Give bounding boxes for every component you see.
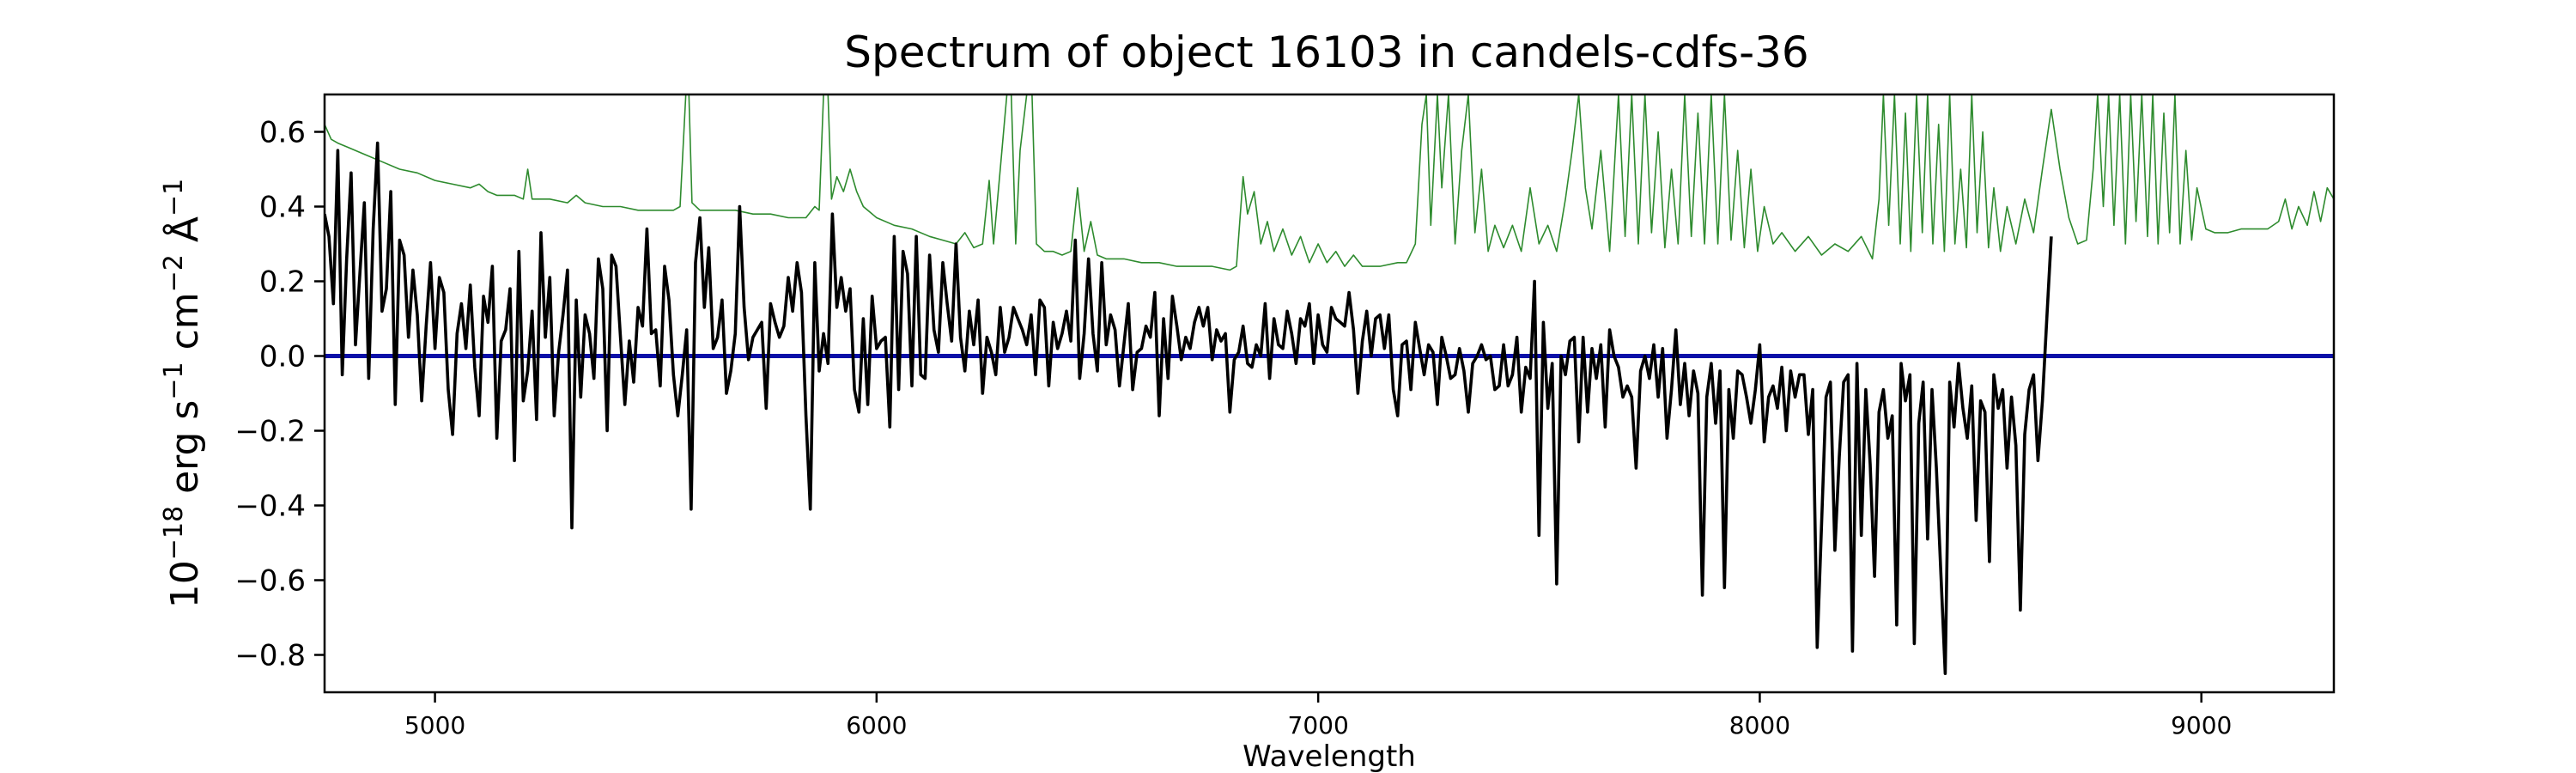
y-axis-label-part1: erg s — [163, 400, 207, 506]
y-tick-label: −0.4 — [234, 490, 306, 524]
x-axis-ticks: 5000 6000 7000 8000 9000 — [404, 692, 2232, 740]
y-axis-label-part2-exponent: −2 — [159, 254, 189, 292]
y-tick-label: −0.6 — [234, 564, 306, 599]
y-tick-label: 0.6 — [259, 116, 306, 150]
chart-title: Spectrum of object 16103 in candels-cdfs… — [844, 27, 1809, 77]
plot-area — [325, 94, 2334, 676]
y-axis-label-prefix: 10 — [163, 560, 207, 608]
x-tick-label: 7000 — [1288, 711, 1349, 740]
y-axis-ticks: −0.8 −0.6 −0.4 −0.2 0.0 0.2 0.4 0.6 — [234, 116, 325, 673]
y-axis-label-part2: cm — [163, 292, 207, 362]
y-tick-label: −0.8 — [234, 639, 306, 673]
y-tick-label: 0.4 — [259, 191, 306, 225]
flux-series-line — [325, 141, 2053, 676]
y-axis-label: 10−18 erg s−1 cm−2 Å−1 — [159, 179, 207, 608]
y-axis-label-part3: Å — [161, 216, 207, 254]
x-tick-label: 6000 — [846, 711, 907, 740]
y-axis-label-part1-exponent: −1 — [159, 362, 189, 399]
y-axis-label-prefix-exponent: −18 — [159, 506, 189, 560]
x-tick-label: 9000 — [2171, 711, 2232, 740]
y-tick-label: 0.0 — [259, 340, 306, 374]
y-axis-label-part3-exponent: −1 — [159, 179, 189, 216]
x-tick-label: 5000 — [404, 711, 465, 740]
y-tick-label: 0.2 — [259, 265, 306, 300]
plot-frame — [323, 93, 2336, 694]
uncertainty-series-line — [325, 94, 2334, 271]
x-tick-label: 8000 — [1729, 711, 1790, 740]
y-tick-label: −0.2 — [234, 415, 306, 449]
x-axis-label: Wavelength — [1242, 740, 1416, 773]
